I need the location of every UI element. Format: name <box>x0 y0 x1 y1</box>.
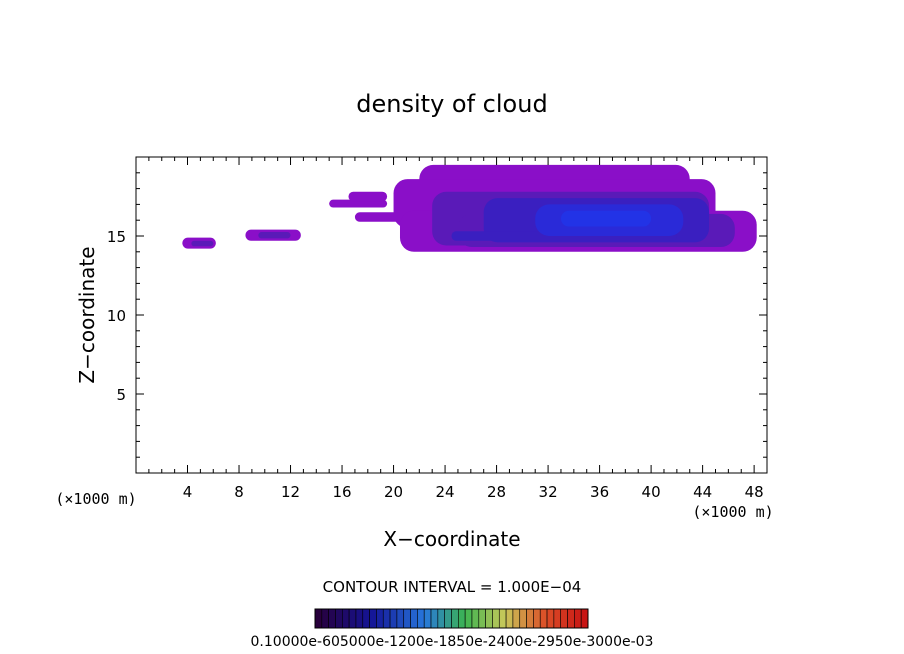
colorbar-cell <box>437 608 445 629</box>
colorbar-cell <box>369 608 377 629</box>
colorbar-cell <box>485 608 493 629</box>
colorbar-cell <box>328 608 336 629</box>
colorbar-cell <box>505 608 514 629</box>
colorbar-cell <box>451 608 459 629</box>
colorbar-cell <box>492 608 500 629</box>
x-tick-label: 44 <box>693 483 712 501</box>
colorbar-cell <box>335 608 343 629</box>
x-tick-label: 12 <box>281 483 300 501</box>
colorbar-cell <box>382 608 391 629</box>
y-tick-label: 15 <box>107 228 126 246</box>
x-unit-right: (×1000 m) <box>692 503 773 521</box>
x-tick-label: 40 <box>642 483 661 501</box>
y-axis-label: Z−coordinate <box>75 246 99 383</box>
colorbar-cell <box>519 608 527 629</box>
main-cloud-core-center <box>560 210 652 227</box>
y-tick-label: 10 <box>107 307 126 325</box>
x-tick-label: 20 <box>384 483 403 501</box>
x-tick-label: 48 <box>745 483 764 501</box>
x-tick-label: 16 <box>332 483 351 501</box>
x-axis-label: X−coordinate <box>383 527 520 551</box>
colorbar-cell <box>348 608 357 629</box>
colorbar-cell <box>341 608 350 629</box>
colorbar-cell <box>580 608 589 629</box>
colorbar-cell <box>560 608 568 629</box>
cloud-strand-upper-2 <box>348 191 388 202</box>
colorbar-cell <box>430 608 439 629</box>
colorbar-cell <box>396 608 405 629</box>
x-tick-label: 36 <box>590 483 609 501</box>
colorbar-cell <box>376 608 384 629</box>
x-unit-left: (×1000 m) <box>55 490 136 508</box>
colorbar-cell <box>471 608 480 629</box>
colorbar-cell <box>403 608 411 629</box>
colorbar-cell <box>533 608 541 629</box>
colorbar-cell <box>553 608 561 629</box>
chart-title: density of cloud <box>356 90 547 118</box>
y-tick-label: 5 <box>116 386 126 404</box>
x-tick-label: 32 <box>539 483 558 501</box>
colorbar-cell <box>321 608 329 629</box>
colorbar-cell <box>355 608 364 629</box>
colorbar-cell <box>362 608 370 629</box>
colorbar-cell <box>539 608 548 629</box>
colorbar-cell <box>410 608 418 629</box>
x-tick-label: 8 <box>234 483 244 501</box>
x-tick-label: 28 <box>487 483 506 501</box>
x-tick-label: 24 <box>436 483 455 501</box>
colorbar-cell <box>574 608 582 629</box>
colorbar-cell <box>417 608 425 629</box>
colorbar-cell <box>314 608 323 629</box>
cloud-patch-2-core <box>258 232 291 239</box>
colorbar-cell <box>512 608 521 629</box>
colorbar-cell <box>464 608 473 629</box>
cloud-contours <box>182 164 757 252</box>
contour-interval-label: CONTOUR INTERVAL = 1.000E−04 <box>323 578 582 596</box>
colorbar-cell <box>423 608 432 629</box>
colorbar-cell <box>526 608 534 629</box>
colorbar-cell <box>478 608 486 629</box>
colorbar-cell <box>389 608 398 629</box>
y-axis-ticks: 5 10 15 <box>107 172 767 458</box>
cloud-patch-1-core <box>191 240 214 247</box>
cloud-strand-upper-1 <box>329 199 388 208</box>
colorbar-cell <box>546 608 555 629</box>
colorbar-cell <box>444 608 452 629</box>
x-tick-label: 4 <box>183 483 193 501</box>
colorbar <box>314 608 589 629</box>
x-axis-ticks: 4 8 12 16 20 24 28 32 36 40 44 48 <box>148 157 764 501</box>
colorbar-cell <box>458 608 466 629</box>
colorbar-cell <box>567 608 575 629</box>
colorbar-labels: 0.10000e-605000e-1200e-1850e-2400e-2950e… <box>251 634 654 650</box>
colorbar-cell <box>498 608 507 629</box>
colorbar-frame <box>314 608 589 629</box>
